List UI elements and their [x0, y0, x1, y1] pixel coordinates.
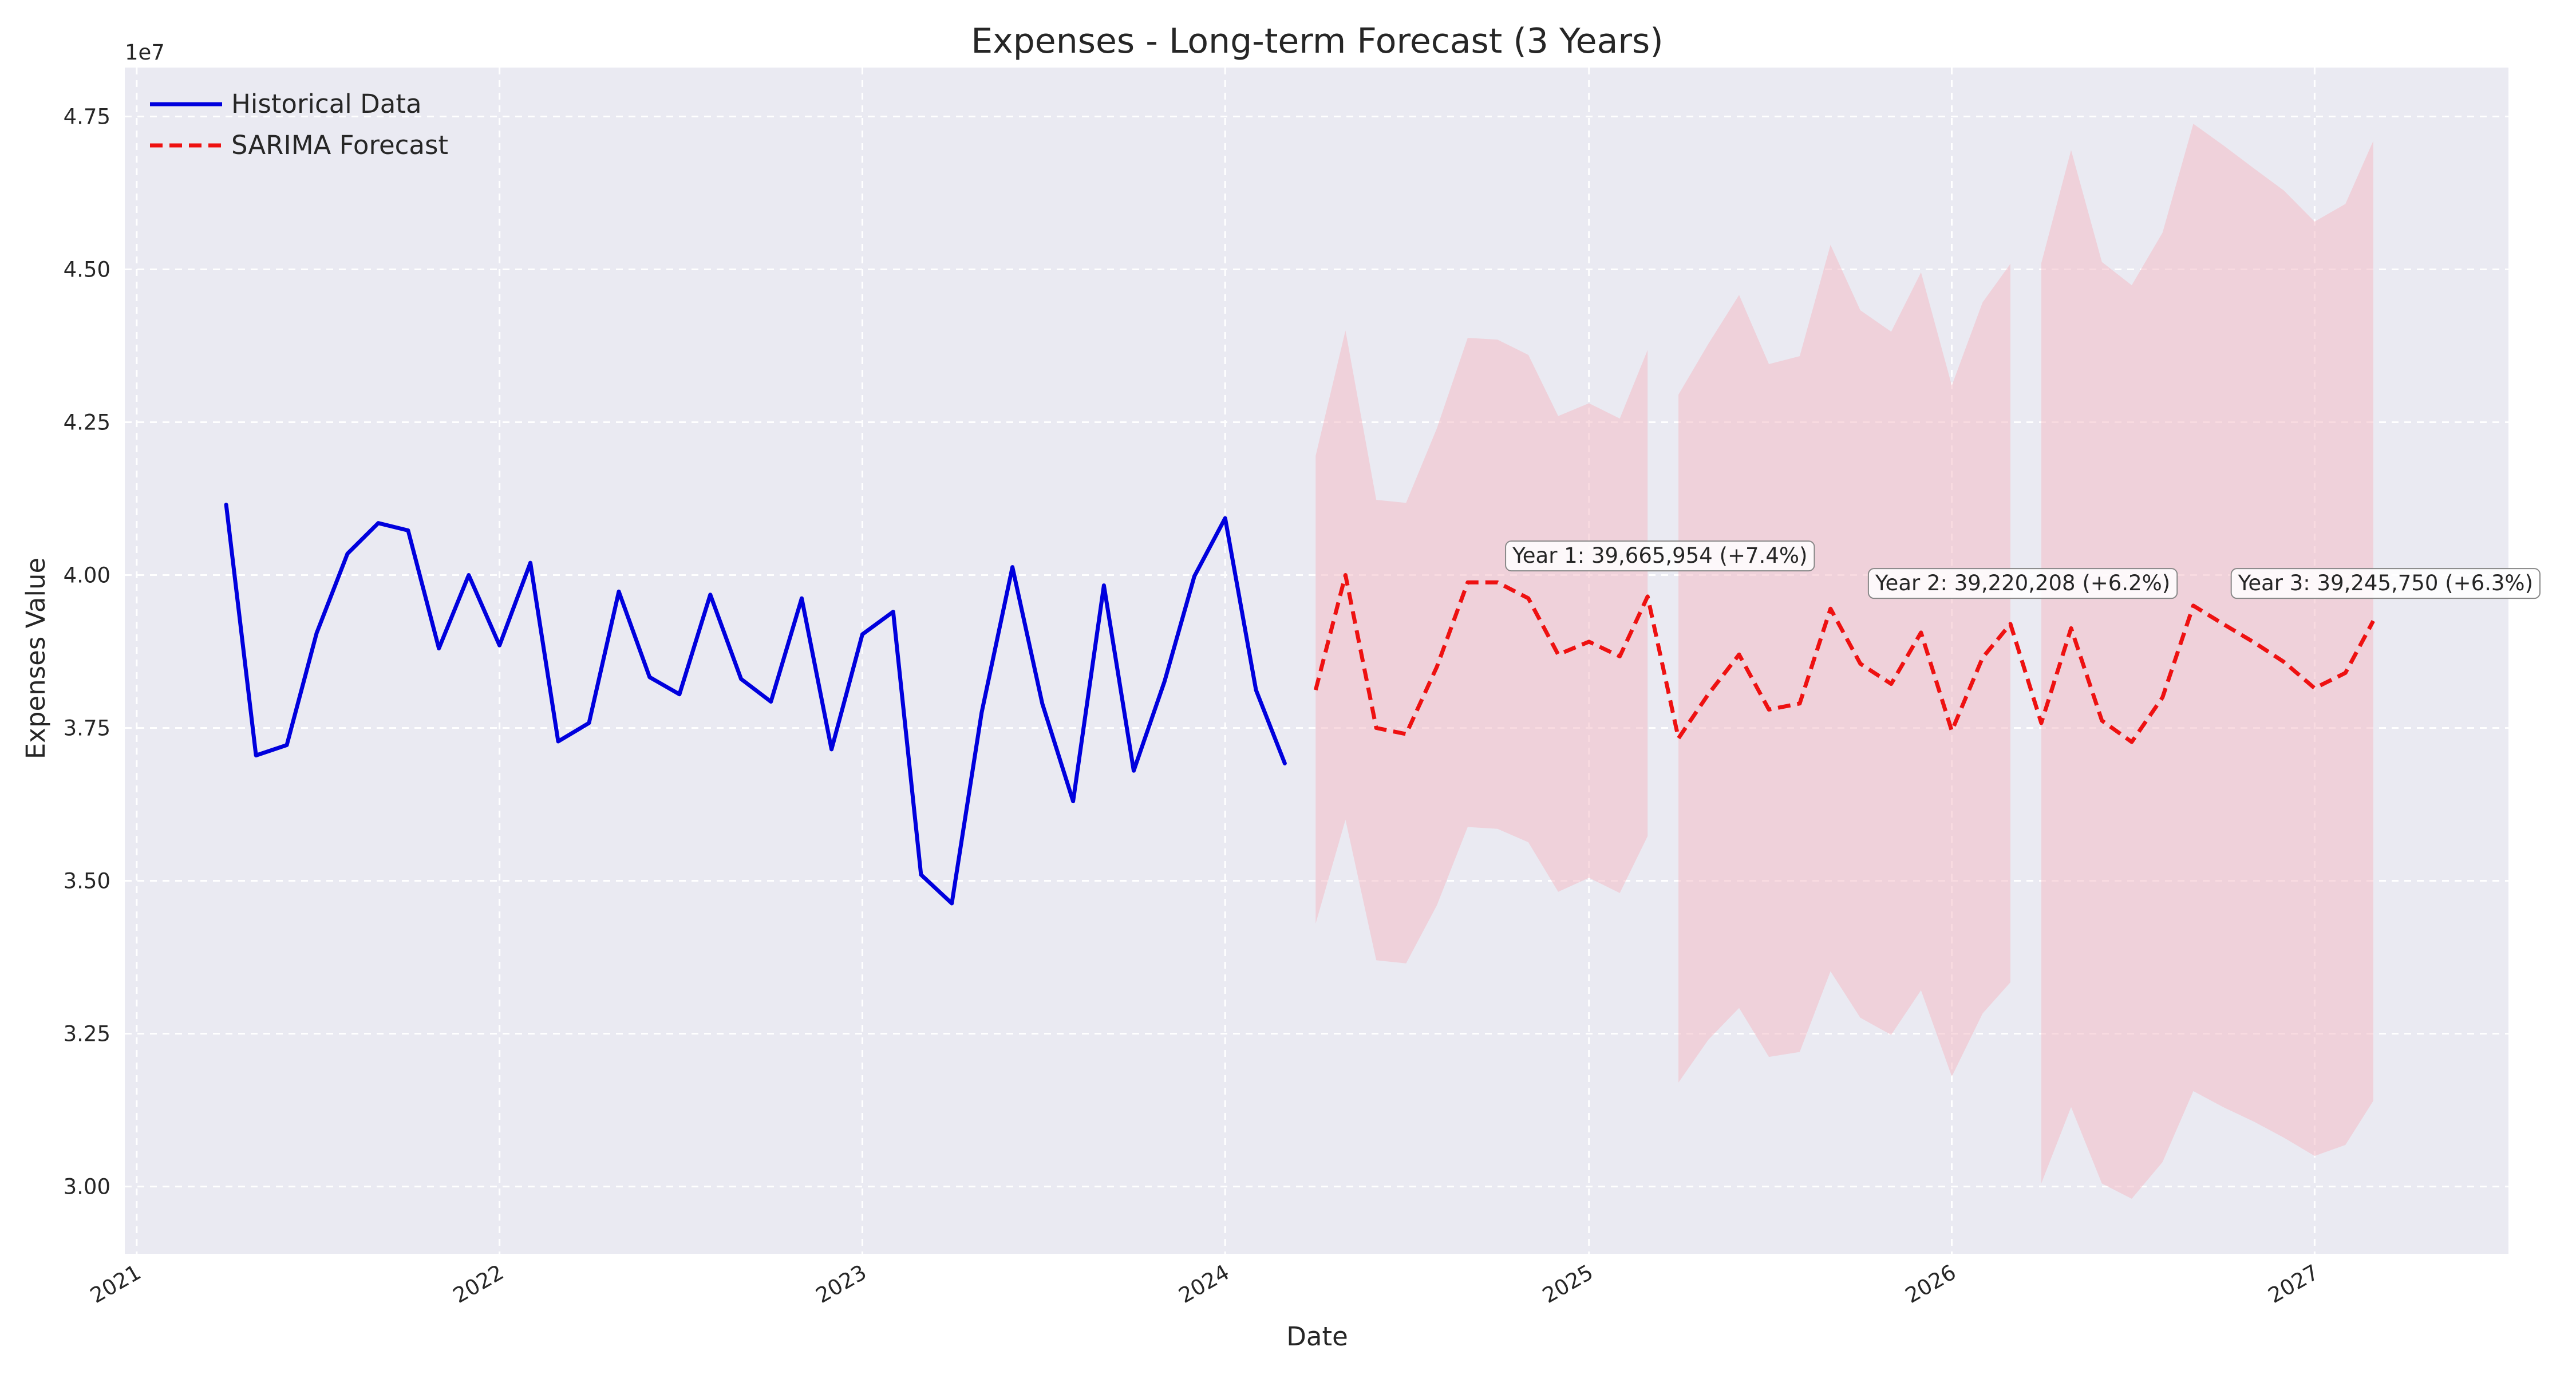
annotation-text: Year 1: 39,665,954 (+7.4%) — [1512, 543, 1807, 568]
confidence-band-year-2 — [1678, 244, 2010, 1083]
annotation-box — [1867, 568, 2178, 599]
legend-label-historical: Historical Data — [231, 89, 422, 119]
confidence-band-year-3 — [2041, 124, 2373, 1199]
annotation-text: Year 2: 39,220,208 (+6.2%) — [1875, 571, 2170, 595]
annotation-box — [1505, 540, 1815, 572]
annotation-year-1: Year 1: 39,665,954 (+7.4%) — [1505, 540, 1815, 572]
y-tick-label: 4.50 — [64, 257, 110, 282]
series-lines — [224, 503, 2375, 906]
y-tick-label: 3.25 — [64, 1022, 110, 1047]
confidence-bands — [1315, 124, 2373, 1199]
chart-title: Expenses - Long-term Forecast (3 Years) — [971, 21, 1663, 61]
annotation-text: Year 3: 39,245,750 (+6.3%) — [2238, 571, 2533, 595]
y-offset-label: 1e7 — [125, 40, 165, 65]
legend-label-forecast: SARIMA Forecast — [231, 130, 448, 160]
y-tick-label: 3.50 — [64, 868, 110, 893]
annotation-year-2: Year 2: 39,220,208 (+6.2%) — [1867, 568, 2178, 599]
y-tick-label: 4.25 — [64, 410, 110, 435]
legend: Historical Data SARIMA Forecast — [150, 89, 448, 160]
annotation-box — [2230, 568, 2541, 599]
annotation-year-3: Year 3: 39,245,750 (+6.3%) — [2230, 568, 2541, 599]
sarima-forecast-line — [1313, 573, 2375, 744]
y-axis-label: Expenses Value — [21, 558, 51, 759]
y-tick-label: 3.75 — [64, 716, 110, 740]
y-tick-label: 3.00 — [64, 1175, 110, 1199]
y-tick-label: 4.00 — [64, 563, 110, 587]
y-tick-label: 4.75 — [64, 104, 110, 129]
confidence-band-year-1 — [1315, 330, 1648, 964]
annotations: Year 1: 39,665,954 (+7.4%) Year 2: 39,220… — [1505, 540, 2541, 599]
historical-data-line — [224, 503, 1287, 906]
x-axis-label: Date — [1286, 1321, 1348, 1352]
